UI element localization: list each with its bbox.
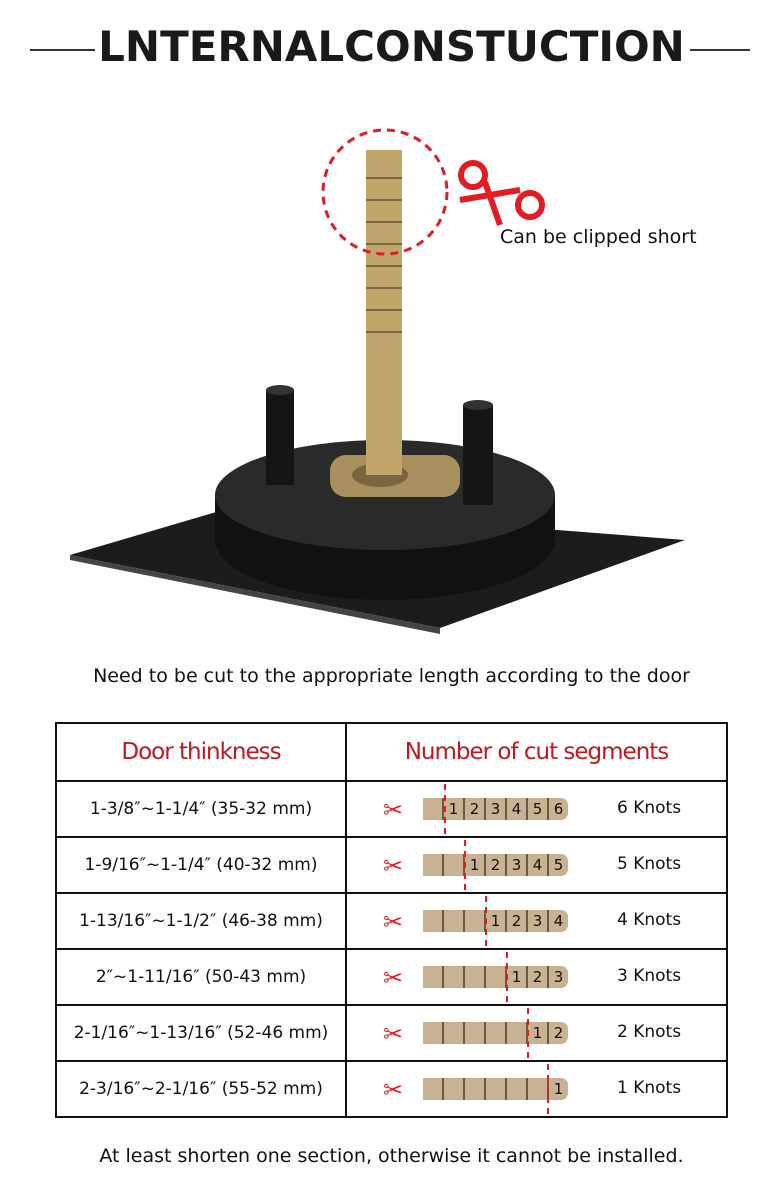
segment (465, 1078, 486, 1100)
segment: 2 (507, 910, 528, 932)
segment: 5 (553, 856, 564, 874)
cut-line (443, 784, 446, 834)
segment (423, 798, 444, 820)
cut-line (485, 896, 488, 946)
segment: 1 (444, 798, 465, 820)
door-thickness: 1-3/8″~1-1/4″ (35-32 mm) (55, 780, 347, 838)
knots-label: 4 Knots (617, 910, 682, 930)
segment: 2 (465, 798, 486, 820)
segment (444, 854, 465, 876)
door-thickness: 2-3/16″~2-1/16″ (55-52 mm) (55, 1060, 347, 1118)
segment (528, 1078, 549, 1100)
product-illustration (70, 128, 685, 634)
scissors-icon: ✂ (383, 1076, 404, 1104)
door-thickness: 1-9/16″~1-1/4″ (40-32 mm) (55, 836, 347, 894)
segment (486, 966, 507, 988)
scissors-icon (458, 160, 545, 226)
segment (465, 966, 486, 988)
segment (465, 1022, 486, 1044)
segment: 5 (528, 798, 549, 820)
segment (486, 1022, 507, 1044)
knots-label: 1 Knots (617, 1078, 682, 1098)
segment (444, 1078, 465, 1100)
segment (444, 910, 465, 932)
table-row: 2-3/16″~2-1/16″ (55-52 mm) ✂ 1 1 Knots (55, 1060, 728, 1118)
segment: 1 (528, 1022, 549, 1044)
scissors-icon: ✂ (383, 1020, 404, 1048)
segment: 1 (486, 910, 507, 932)
segment: 3 (507, 854, 528, 876)
segment (423, 966, 444, 988)
cut-line (547, 1064, 550, 1114)
title-rule-left (30, 49, 95, 51)
knots-label: 5 Knots (617, 854, 682, 874)
cut-line (526, 1008, 529, 1058)
segment: 2 (486, 854, 507, 876)
segment: 2 (553, 1024, 564, 1042)
segment (486, 1078, 507, 1100)
segment: 6 (553, 800, 564, 818)
knots-label: 3 Knots (617, 966, 682, 986)
table-header: Door thinkness Number of cut segments (55, 722, 728, 782)
segment: 1 (465, 854, 486, 876)
scissors-icon: ✂ (383, 964, 404, 992)
segment: 3 (553, 968, 564, 986)
segment (423, 854, 444, 876)
clip-label: Can be clipped short (500, 226, 697, 248)
segment: 4 (553, 912, 564, 930)
knots-label: 6 Knots (617, 798, 682, 818)
segment (507, 1022, 528, 1044)
spindle-segments: 1 (423, 1078, 568, 1100)
segment (423, 1022, 444, 1044)
door-thickness: 2″~1-11/16″ (50-43 mm) (55, 948, 347, 1006)
header-door-thickness: Door thinkness (55, 722, 347, 782)
title-rule-right (690, 49, 750, 51)
segment (423, 1078, 444, 1100)
segment (465, 910, 486, 932)
cut-table: Door thinkness Number of cut segments 1-… (55, 722, 728, 1118)
segment: 1 (553, 1080, 564, 1098)
footer-warning: At least shorten one section, otherwise … (99, 1145, 684, 1167)
segment: 1 (507, 966, 528, 988)
scissors-icon: ✂ (383, 796, 404, 824)
instruction-note: Need to be cut to the appropriate length… (93, 665, 690, 687)
segment: 4 (507, 798, 528, 820)
segment (444, 1022, 465, 1044)
segment: 4 (528, 854, 549, 876)
cut-line (464, 840, 467, 890)
scissors-icon: ✂ (383, 852, 404, 880)
header-cut-segments: Number of cut segments (345, 722, 728, 782)
door-thickness: 2-1/16″~1-13/16″ (52-46 mm) (55, 1004, 347, 1062)
segment: 3 (486, 798, 507, 820)
door-thickness: 1-13/16″~1-1/2″ (46-38 mm) (55, 892, 347, 950)
page-title: LNTERNALCONSTUCTION (98, 22, 685, 71)
segment: 2 (528, 966, 549, 988)
segment: 3 (528, 910, 549, 932)
segment (423, 910, 444, 932)
cut-line (505, 952, 508, 1002)
knots-label: 2 Knots (617, 1022, 682, 1042)
segment (444, 966, 465, 988)
segment (507, 1078, 528, 1100)
scissors-icon: ✂ (383, 908, 404, 936)
